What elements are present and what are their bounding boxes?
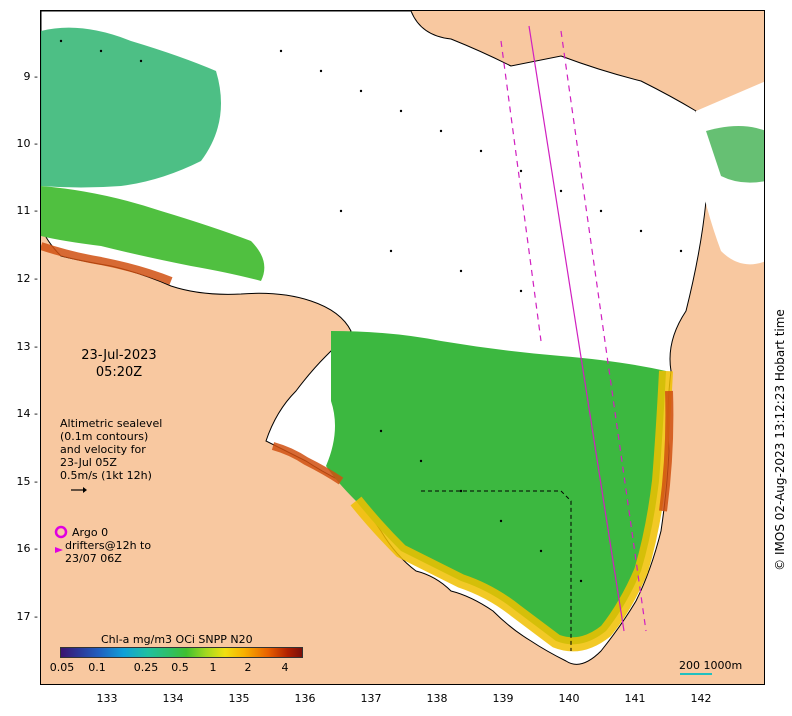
colorbar-tick: 0.05: [49, 661, 75, 674]
colorbar-tick: 0.1: [88, 661, 106, 674]
lon-tick: 136: [294, 692, 316, 705]
drifters-line: 23/07 06Z: [65, 552, 122, 565]
colorbar-tick: 4: [281, 661, 289, 674]
lat-tick: 11 -: [16, 204, 38, 217]
lat-tick: 16 -: [16, 542, 38, 555]
altimetry-line: 0.5m/s (1kt 12h): [60, 469, 152, 482]
chl-gulf: [326, 331, 666, 645]
map-frame[interactable]: 23-Jul-2023 05:20Z Altimetric sealevel (…: [40, 10, 765, 685]
lat-tick: 13 -: [16, 340, 38, 353]
depth-contours: [421, 490, 572, 651]
lat-tick: 15 -: [16, 475, 38, 488]
altimetry-line: (0.1m contours): [60, 430, 149, 443]
argo-label: Argo 0: [72, 526, 109, 539]
date-line-2: 05:20Z: [95, 365, 143, 380]
colorbar-title: Chl-a mg/m3 OCi SNPP N20: [101, 633, 253, 646]
chlorophyll-map: [41, 11, 764, 684]
drifters-line: drifters@12h to: [65, 539, 152, 552]
lon-tick: 137: [360, 692, 382, 705]
lon-tick: 141: [624, 692, 646, 705]
lon-tick: 134: [162, 692, 184, 705]
drifter-tracks: [500, 25, 647, 632]
chl-coast-orange: [41, 242, 674, 512]
lat-tick: 14 -: [16, 407, 38, 420]
altimetry-line: Altimetric sealevel: [60, 417, 163, 430]
colorbar: [60, 647, 303, 658]
lon-tick: 138: [426, 692, 448, 705]
colorbar-tick: 1: [209, 661, 217, 674]
drifters-label: drifters@12h to 23/07 06Z: [65, 539, 151, 565]
colorbar-tick: 0.5: [171, 661, 189, 674]
lon-tick: 139: [492, 692, 514, 705]
altimetry-line: 23-Jul 05Z: [60, 456, 117, 469]
chl-northwest: [41, 27, 221, 188]
lon-tick: 133: [96, 692, 118, 705]
velocity-arrows: [59, 39, 683, 583]
colorbar-tick: 0.25: [133, 661, 159, 674]
altimetry-note: Altimetric sealevel (0.1m contours) and …: [60, 417, 162, 482]
lat-tick: 17 -: [16, 610, 38, 623]
scale-label: 200 1000m: [679, 659, 743, 672]
altimetry-line: and velocity for: [60, 443, 146, 456]
colorbar-tick: 2: [244, 661, 252, 674]
argo-marker-icon: [54, 525, 68, 539]
chl-gulf-yellow-rim: [350, 370, 673, 652]
lat-tick: 9 -: [23, 70, 38, 83]
scale-bar: [680, 673, 712, 675]
velocity-scale-arrow: [71, 487, 87, 493]
chl-east: [706, 126, 764, 183]
lon-tick: 140: [558, 692, 580, 705]
lon-tick: 142: [690, 692, 712, 705]
date-line-1: 23-Jul-2023: [81, 348, 157, 363]
credit-text: © IMOS 02-Aug-2023 13:12:23 Hobart time: [773, 309, 787, 571]
map-date: 23-Jul-2023 05:20Z: [59, 347, 179, 381]
lat-tick: 10 -: [16, 137, 38, 150]
chl-west-band: [41, 186, 265, 281]
lon-tick: 135: [228, 692, 250, 705]
drifter-marker-icon: [55, 547, 63, 553]
lat-tick: 12 -: [16, 272, 38, 285]
